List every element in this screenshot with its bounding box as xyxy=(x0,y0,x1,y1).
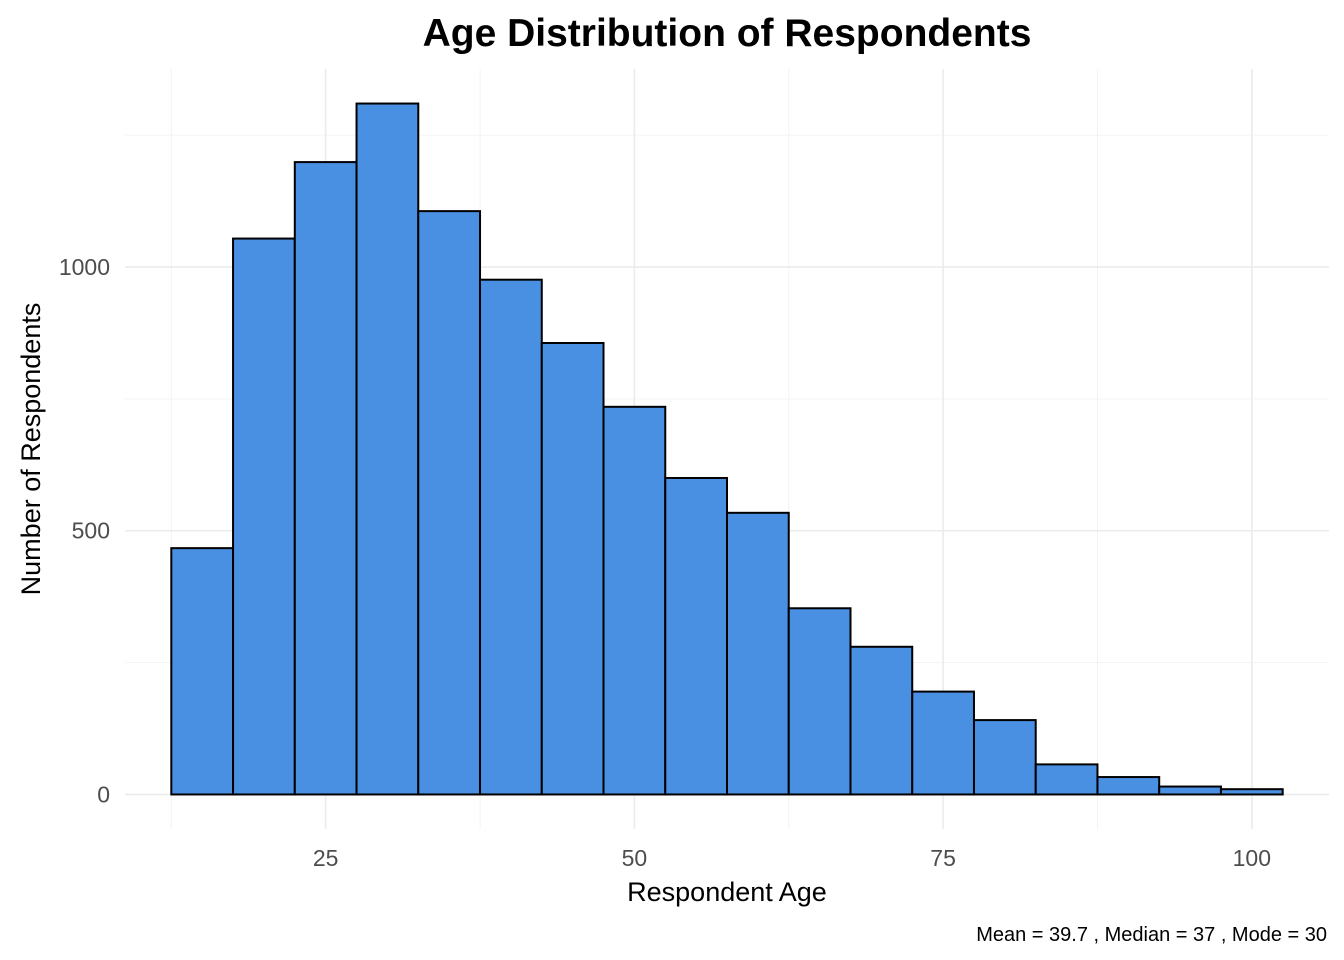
histogram-bar xyxy=(1219,788,1284,796)
y-tick-label: 500 xyxy=(72,518,110,544)
y-tick-label: 0 xyxy=(97,781,110,807)
x-tick-label: 25 xyxy=(313,845,339,871)
summary-caption: Mean = 39.7 , Median = 37 , Mode = 30 xyxy=(976,924,1327,946)
y-axis-label: Number of Respondents xyxy=(16,303,46,596)
x-axis-tick-labels: 25 50 75 100 xyxy=(313,845,1271,871)
histogram-bars xyxy=(170,102,1284,796)
x-axis-label: Respondent Age xyxy=(627,877,827,907)
histogram-bar xyxy=(417,210,482,796)
x-tick-label: 100 xyxy=(1233,845,1271,871)
x-tick-label: 75 xyxy=(930,845,956,871)
histogram-bar xyxy=(293,161,358,796)
histogram-bar xyxy=(170,547,235,796)
histogram-bar xyxy=(664,477,728,796)
histogram-bar xyxy=(1034,763,1099,796)
histogram-bar xyxy=(479,278,543,796)
histogram-bar xyxy=(1096,776,1161,796)
histogram-bar xyxy=(972,719,1037,796)
histogram-bar xyxy=(232,237,296,796)
histogram-bar xyxy=(911,690,975,796)
histogram-bar xyxy=(540,341,605,796)
histogram-bar xyxy=(849,645,914,796)
histogram-bar xyxy=(1158,785,1222,796)
histogram-bar xyxy=(726,511,790,796)
chart-title: Age Distribution of Respondents xyxy=(423,12,1032,55)
histogram-bar xyxy=(787,607,852,796)
x-tick-label: 50 xyxy=(622,845,648,871)
histogram-bar xyxy=(602,405,667,796)
histogram-bar xyxy=(355,102,420,796)
y-tick-label: 1000 xyxy=(59,254,110,280)
y-axis-tick-labels: 0 500 1000 xyxy=(59,254,110,807)
